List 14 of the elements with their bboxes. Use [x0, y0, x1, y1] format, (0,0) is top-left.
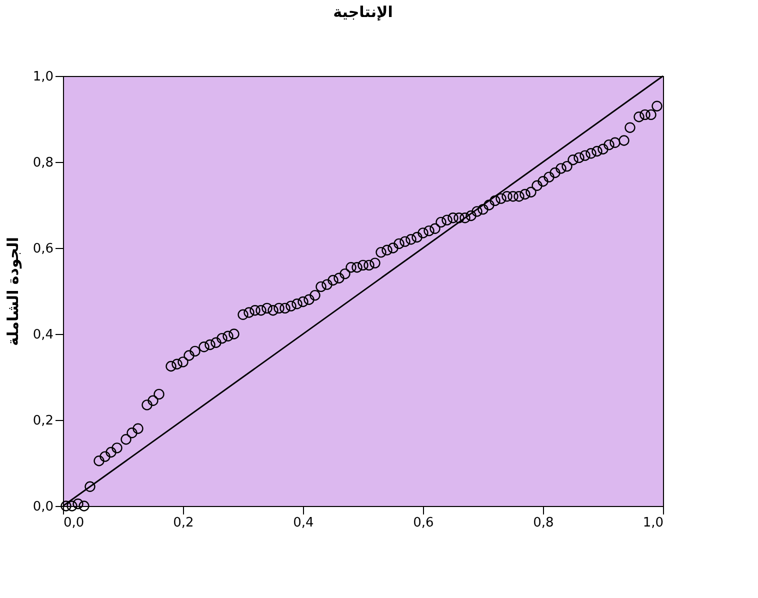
x-tick-label: 0,8	[533, 516, 554, 530]
y-tick-label: 0,6	[32, 242, 54, 256]
x-tick-label: 0,6	[413, 516, 434, 530]
y-tick-label: 0,8	[32, 156, 54, 170]
x-tick-label: 0,2	[173, 516, 194, 530]
chart-title: الإنتاجية	[333, 3, 393, 21]
y-tick-label: 1,0	[32, 70, 54, 84]
x-tick-label: 1,0	[642, 516, 664, 530]
y-tick-label: 0,0	[32, 500, 54, 514]
x-tick-label: 0,4	[293, 516, 314, 530]
y-tick-label: 0,4	[32, 328, 54, 342]
y-axis-title: الجودة الشاملة	[4, 237, 22, 346]
x-tick-label: 0,0	[64, 516, 84, 530]
y-tick-label: 0,2	[32, 414, 54, 428]
